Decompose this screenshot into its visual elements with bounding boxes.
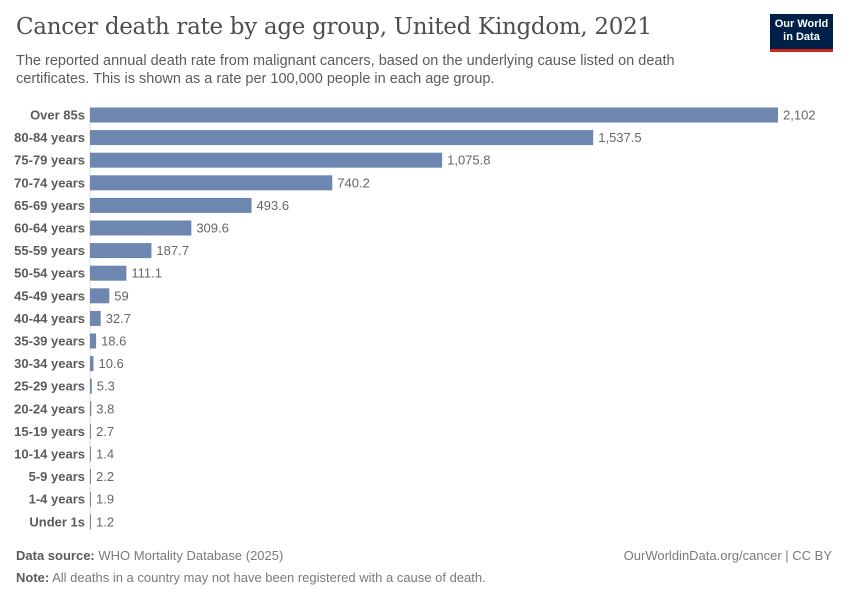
bar — [90, 197, 252, 213]
category-label: 40-44 years — [14, 311, 85, 326]
category-label: 70-74 years — [14, 175, 85, 190]
bar — [90, 107, 778, 123]
bar — [90, 469, 91, 485]
category-label: 35-39 years — [14, 334, 85, 349]
note-text: All deaths in a country may not have bee… — [52, 570, 486, 585]
data-label: 59 — [114, 288, 128, 303]
source-label: Data source: — [16, 548, 95, 563]
category-label: 80-84 years — [14, 130, 85, 145]
owid-logo[interactable]: Our World in Data — [770, 14, 833, 52]
source-text[interactable]: WHO Mortality Database (2025) — [98, 548, 284, 563]
bar — [90, 220, 192, 236]
category-label: 75-79 years — [14, 153, 85, 168]
bar-chart: Over 85s 2,102 80-84 years 1,537.5 75-79 yea… — [14, 106, 816, 531]
bar — [90, 491, 91, 507]
data-label: 3.8 — [96, 401, 114, 416]
data-label: 740.2 — [337, 175, 370, 190]
category-label: 10-14 years — [14, 447, 85, 462]
data-label: 5.3 — [97, 379, 115, 394]
category-label: 5-9 years — [29, 469, 85, 484]
bar — [90, 401, 92, 417]
data-label: 2.7 — [96, 424, 114, 439]
note: Note: All deaths in a country may not ha… — [16, 570, 486, 585]
bar — [90, 152, 443, 168]
license-link[interactable]: OurWorldinData.org/cancer | CC BY — [623, 548, 832, 563]
data-label: 32.7 — [106, 311, 131, 326]
data-label: 1,075.8 — [447, 153, 490, 168]
bar — [90, 310, 101, 326]
data-label: 111.1 — [131, 266, 162, 281]
bar — [90, 333, 97, 349]
data-label: 1,537.5 — [598, 130, 641, 145]
category-label: 30-34 years — [14, 356, 85, 371]
chart-title: Cancer death rate by age group, United K… — [16, 14, 652, 40]
category-label: 60-64 years — [14, 221, 85, 236]
category-label: 1-4 years — [29, 492, 85, 507]
bar — [90, 423, 91, 439]
category-label: 50-54 years — [14, 266, 85, 281]
data-label: 1.9 — [96, 492, 114, 507]
bar — [90, 446, 91, 462]
bar — [90, 514, 91, 530]
data-label: 309.6 — [196, 221, 229, 236]
bar — [90, 356, 94, 372]
category-label: 15-19 years — [14, 424, 85, 439]
data-label: 1.2 — [96, 514, 114, 529]
category-label: Under 1s — [29, 514, 85, 529]
data-label: 10.6 — [98, 356, 123, 371]
data-label: 187.7 — [156, 243, 189, 258]
bar — [90, 243, 152, 259]
category-label: 20-24 years — [14, 401, 85, 416]
data-source: Data source: WHO Mortality Database (202… — [16, 548, 283, 563]
bar — [90, 288, 110, 304]
data-label: 1.4 — [96, 447, 114, 462]
data-label: 493.6 — [257, 198, 290, 213]
category-label: 25-29 years — [14, 379, 85, 394]
category-label: 45-49 years — [14, 288, 85, 303]
category-label: 65-69 years — [14, 198, 85, 213]
bar — [90, 130, 594, 146]
bar — [90, 175, 333, 191]
data-label: 2.2 — [96, 469, 114, 484]
chart-subtitle: The reported annual death rate from mali… — [16, 53, 675, 87]
data-label: 2,102 — [783, 108, 816, 123]
bar — [90, 378, 92, 394]
bar — [90, 265, 127, 281]
category-label: 55-59 years — [14, 243, 85, 258]
category-label: Over 85s — [30, 108, 85, 123]
data-label: 18.6 — [101, 334, 126, 349]
note-label: Note: — [16, 570, 50, 585]
